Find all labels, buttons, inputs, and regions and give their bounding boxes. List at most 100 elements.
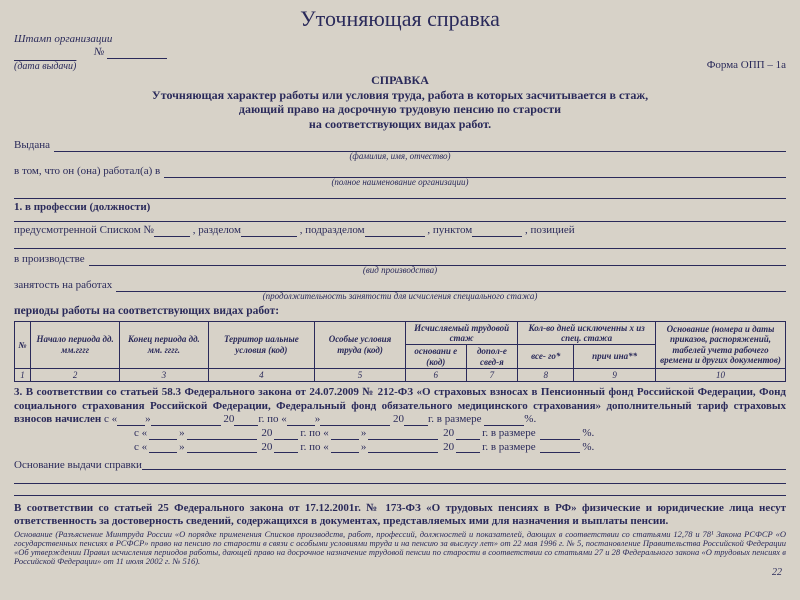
- t1-po: г. по «: [258, 413, 286, 425]
- t3-po: г. по «: [300, 441, 328, 453]
- table-header-row-1: № Начало периода дд. мм.гггг Конец перио…: [15, 321, 786, 345]
- t2-pct: %.: [582, 427, 594, 439]
- podrazdel-blank: [365, 227, 425, 237]
- t2-20b: 20: [443, 427, 454, 439]
- th-stazh: Исчисляемый трудовой стаж: [406, 321, 518, 345]
- main-title: Уточняющая справка: [14, 6, 786, 31]
- spisok-pref: предусмотренной Списком №: [14, 224, 154, 236]
- th-start: Начало периода дд. мм.гггг: [31, 321, 120, 368]
- punkt-lbl: , пунктом: [427, 224, 472, 236]
- b17: [274, 443, 298, 453]
- podrazdel-lbl: , подразделом: [300, 224, 365, 236]
- razdel-lbl: , разделом: [193, 224, 241, 236]
- t2-20a: 20: [261, 427, 272, 439]
- t3-rz: г. в размере: [482, 441, 536, 453]
- spisok-blank: [154, 227, 190, 237]
- col-8: 8: [518, 368, 574, 381]
- zanyat-hint: (продолжительность занятости для исчисле…: [14, 291, 786, 301]
- basis-blank-2: [14, 474, 786, 484]
- worked-blank: [164, 167, 786, 178]
- col-3: 3: [120, 368, 208, 381]
- basis-row: Основание выдачи справки: [14, 459, 786, 472]
- zanyat-label: занятость на работах: [14, 279, 112, 292]
- th-basis: Основание (номера и даты приказов, распо…: [656, 321, 786, 368]
- t1-20a: 20: [223, 413, 234, 425]
- number-row: №: [94, 46, 167, 59]
- b3: [234, 416, 258, 426]
- th-osn: основани е (код): [406, 345, 467, 369]
- num-symbol: №: [94, 46, 104, 58]
- t2-s: с «: [134, 427, 147, 439]
- law-para-1: 3. В соответствии со статьей 58.3 Федера…: [14, 386, 786, 426]
- worked-row: в том, что он (она) работал(а) в: [14, 165, 786, 178]
- subhead-2: дающий право на досрочную трудовую пенси…: [14, 102, 786, 116]
- footnote: Основание (Разъяснение Минтруда России «…: [14, 530, 786, 566]
- t2-q: »: [179, 427, 185, 439]
- th-vsego: все- го*: [518, 345, 574, 369]
- table-num-row: 1 2 3 4 5 6 7 8 9 10: [15, 368, 786, 381]
- b5: [320, 416, 390, 426]
- t3-20b: 20: [443, 441, 454, 453]
- punkt-blank: [472, 227, 522, 237]
- fio-hint: (фамилия, имя, отчество): [14, 151, 786, 161]
- col-6: 6: [406, 368, 467, 381]
- t1-rz: г. в размере: [428, 413, 482, 425]
- t3-pct: %.: [582, 441, 594, 453]
- b4: [287, 416, 315, 426]
- b20: [456, 443, 480, 453]
- tariff-row-3: с « » 20 г. по « » 20 г. в размере %.: [14, 441, 786, 454]
- b2: [151, 416, 221, 426]
- t1-s: с «: [104, 413, 117, 425]
- issued-row: Выдана: [14, 139, 786, 152]
- periods-title: периоды работы на соответствующих видах …: [14, 305, 786, 318]
- sec1-line: предусмотренной Списком № , разделом , п…: [14, 224, 786, 238]
- t1-pct: %.: [524, 413, 536, 425]
- poz-blank: [14, 239, 786, 249]
- t3-q2: »: [361, 441, 367, 453]
- b11: [331, 430, 359, 440]
- t3-q: »: [179, 441, 185, 453]
- periods-table: № Начало периода дд. мм.гггг Конец перио…: [14, 321, 786, 383]
- t3-s: с «: [134, 441, 147, 453]
- basis-blank: [142, 459, 786, 470]
- col-2: 2: [31, 368, 120, 381]
- th-terr: Территор иальные условия (код): [208, 321, 314, 368]
- b19: [368, 443, 438, 453]
- b16: [187, 443, 257, 453]
- b7: [484, 416, 524, 426]
- num-blank: [107, 49, 167, 59]
- th-end: Конец периода дд. мм. гггг.: [120, 321, 208, 368]
- tariff-row-2: с «» 20г. по «» 20г. в размере %.: [14, 427, 786, 440]
- b1: [117, 416, 145, 426]
- b10: [274, 430, 298, 440]
- b15: [149, 443, 177, 453]
- header-row: Штамп организации № (дата выдачи) Форма …: [14, 33, 786, 72]
- proizvod-hint: (вид производства): [14, 265, 786, 275]
- divider-1: [14, 189, 786, 199]
- col-7: 7: [466, 368, 518, 381]
- t1-20b: 20: [393, 413, 404, 425]
- b21: [540, 443, 580, 453]
- t2-po: г. по «: [300, 427, 328, 439]
- poz-lbl: , позицией: [525, 224, 575, 236]
- b13: [456, 430, 480, 440]
- date-issue: (дата выдачи): [14, 61, 76, 73]
- col-1: 1: [15, 368, 31, 381]
- basis-blank-3: [14, 486, 786, 496]
- t3-20a: 20: [261, 441, 272, 453]
- stamp-block: Штамп организации № (дата выдачи): [14, 33, 167, 72]
- col-5: 5: [315, 368, 406, 381]
- basis-label: Основание выдачи справки: [14, 459, 142, 472]
- worked-label: в том, что он (она) работал(а) в: [14, 165, 160, 178]
- proizvod-blank: [89, 255, 786, 266]
- th-prich: прич ина**: [574, 345, 656, 369]
- b8: [149, 430, 177, 440]
- subhead-1: Уточняющая характер работы или условия т…: [14, 88, 786, 102]
- b6: [404, 416, 428, 426]
- th-num: №: [15, 321, 31, 368]
- form-code: Форма ОПП – 1а: [707, 59, 786, 72]
- th-dop: допол-е свед-я: [466, 345, 518, 369]
- th-excl: Кол-во дней исключенны х из спец. стажа: [518, 321, 656, 345]
- spravka-word: СПРАВКА: [14, 74, 786, 88]
- page-number: 22: [772, 567, 782, 579]
